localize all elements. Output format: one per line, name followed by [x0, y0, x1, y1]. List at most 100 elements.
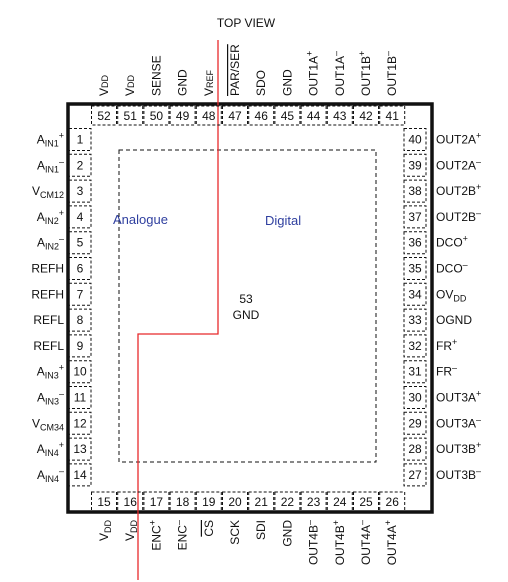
- pin-pad: [403, 179, 427, 203]
- digital-zone-label: Digital: [265, 213, 301, 228]
- pin-label-base: REFH: [31, 287, 64, 301]
- pin-label-base: V: [97, 533, 111, 541]
- pin-47-label: PAR/SER: [228, 44, 242, 96]
- pin-label-base: REFH: [31, 262, 64, 276]
- pin-label-superscript: +: [357, 51, 367, 56]
- pin-pad: [68, 334, 92, 358]
- pin-pad: [117, 491, 144, 512]
- pin-number: 15: [97, 495, 111, 509]
- pin-6-label: REFH: [31, 262, 64, 276]
- pin-8-label: REFL: [33, 313, 64, 327]
- pin-pad: [403, 360, 427, 384]
- pin-pad: [195, 491, 222, 512]
- pin-label-base: OUT3B: [436, 468, 476, 482]
- pin-pad: [379, 491, 406, 512]
- pin-label-base: ENC: [176, 525, 190, 551]
- pin-label-base: DCO: [436, 262, 463, 276]
- pin-label-subscript: DD: [100, 74, 110, 87]
- pin-pad: [379, 105, 406, 126]
- pin-pad: [403, 386, 427, 409]
- pin-30-label: OUT3A+: [436, 389, 481, 405]
- pin-number: 45: [281, 109, 295, 123]
- pin-number: 44: [307, 109, 321, 123]
- pin-pad: [169, 491, 196, 512]
- pin-label-superscript: –: [59, 466, 64, 476]
- pin-number: 9: [77, 339, 84, 353]
- pin-label-superscript: +: [305, 51, 315, 56]
- pin-50-label: SENSE: [149, 55, 163, 96]
- pin-label-subscript: IN1: [45, 164, 59, 174]
- pin-number: 22: [281, 495, 295, 509]
- pin-label-base: OUT2A: [436, 158, 476, 172]
- pin-number: 23: [307, 495, 321, 509]
- pin-33-label: OGND: [436, 313, 472, 327]
- pin-pad: [143, 105, 170, 126]
- pin-label-base: FR: [436, 365, 452, 379]
- pin-label-base: A: [37, 442, 45, 456]
- pin-label-base: OUT2A: [436, 133, 476, 147]
- pin-label-subscript: IN4: [45, 474, 59, 484]
- pin-label-base: OUT2B: [436, 210, 476, 224]
- pin-number: 42: [359, 109, 373, 123]
- pin-pad: [300, 491, 327, 512]
- pin-label-subscript: DD: [453, 293, 466, 303]
- pin-number: 5: [77, 236, 84, 250]
- pin-label-superscript: –: [357, 520, 367, 525]
- pin-13-label: AIN4+: [37, 440, 64, 458]
- pin-pad: [195, 105, 222, 126]
- pin-label-base: GND: [176, 69, 190, 96]
- pin-label-base: OUT4B: [307, 525, 321, 565]
- pin-number: 14: [73, 468, 87, 482]
- pin-number: 50: [150, 109, 164, 123]
- pin-label-superscript: +: [463, 234, 468, 244]
- pin-10-label: AIN3+: [37, 363, 64, 381]
- pin-51-label: VDD: [123, 74, 137, 96]
- pin-label-base: FR: [436, 339, 452, 353]
- pin-number: 2: [77, 158, 84, 172]
- pin-label-subscript: REF: [205, 69, 215, 88]
- pin-number: 29: [408, 416, 422, 430]
- pin-46-label: SDO: [254, 70, 268, 96]
- pin-pad: [68, 463, 92, 487]
- pin-label-superscript: +: [147, 520, 157, 525]
- pin-number: 39: [408, 158, 422, 172]
- pin-number: 17: [150, 495, 164, 509]
- pin-37-label: OUT2B–: [436, 208, 481, 224]
- pin-pad: [403, 308, 427, 332]
- pin-43-label: OUT1A–: [331, 51, 347, 96]
- pin-number: 16: [124, 495, 138, 509]
- pin-29-label: OUT3A–: [436, 414, 481, 430]
- pin-label-superscript: +: [59, 131, 64, 141]
- pin-label-superscript: +: [59, 440, 64, 450]
- pin-number: 48: [202, 109, 216, 123]
- pin-number: 4: [77, 210, 84, 224]
- pin-label-base: V: [123, 88, 137, 96]
- pin-number: 52: [97, 109, 111, 123]
- pin-pad: [403, 231, 427, 255]
- pin-pad: [91, 491, 117, 512]
- pin-label-superscript: –: [476, 466, 481, 476]
- pin-36-label: DCO+: [436, 234, 468, 250]
- pin-label-base: OUT4B: [333, 525, 347, 565]
- pin-label-base: A: [37, 468, 45, 482]
- pin-group: 1AIN1+2AIN1–3VCM124AIN2+5AIN2–6REFH7REFH…: [31, 44, 481, 565]
- pin-label-base: OUT2B: [436, 184, 476, 198]
- pin-label-base: A: [37, 236, 45, 250]
- pin-label-subscript: DD: [129, 520, 139, 533]
- pin-32-label: FR+: [436, 337, 457, 353]
- pin-20-label: SCK: [228, 520, 242, 545]
- pin-18-label: ENC–: [174, 520, 190, 550]
- pin-pad: [300, 105, 327, 126]
- pin-number: 38: [408, 184, 422, 198]
- pin-pad: [248, 491, 275, 512]
- pin-14-label: AIN4–: [37, 466, 64, 484]
- pin-label-superscript: –: [59, 389, 64, 399]
- pin-number: 19: [202, 495, 216, 509]
- pin-label-base: V: [202, 88, 216, 96]
- pin-label-subscript: DD: [103, 520, 113, 533]
- pin-number: 1: [77, 133, 84, 147]
- pin-pad: [403, 153, 427, 177]
- pin-12-label: VCM34: [32, 416, 64, 432]
- pin-label-base: A: [37, 158, 45, 172]
